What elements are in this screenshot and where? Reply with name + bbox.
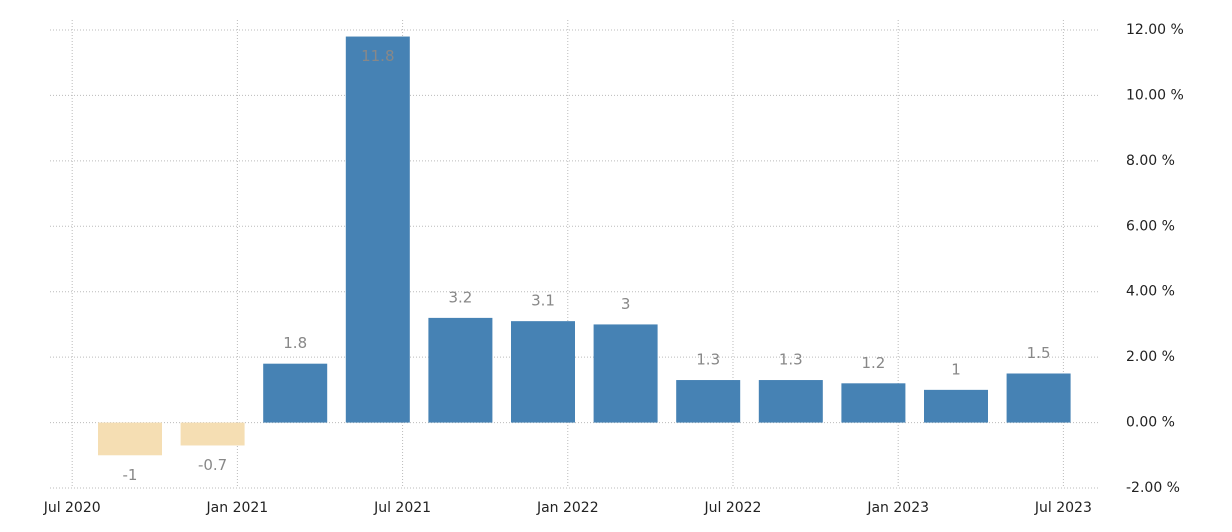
bar <box>1006 373 1071 423</box>
data-label: 1.3 <box>779 351 803 369</box>
data-label: -1 <box>123 466 138 484</box>
bar <box>428 317 493 423</box>
bar <box>924 389 988 423</box>
x-tick-label: Jan 2021 <box>206 500 269 516</box>
data-label: 1.3 <box>696 351 720 369</box>
x-tick-label: Jul 2023 <box>1034 500 1092 516</box>
bar <box>263 363 328 423</box>
data-label: 1 <box>951 360 961 378</box>
data-label: 1.5 <box>1027 344 1051 362</box>
y-tick-label: 0.00 % <box>1126 415 1175 431</box>
y-tick-label: 4.00 % <box>1126 284 1175 300</box>
x-tick-label: Jan 2023 <box>866 500 929 516</box>
bar <box>511 321 575 423</box>
y-tick-label: 8.00 % <box>1126 153 1175 169</box>
bar <box>758 380 823 423</box>
data-label: -0.7 <box>198 456 227 474</box>
x-tick-label: Jul 2021 <box>373 500 431 516</box>
x-tick-label: Jul 2022 <box>703 500 761 516</box>
x-tick-label: Jan 2022 <box>536 500 599 516</box>
y-tick-label: 10.00 % <box>1126 87 1184 103</box>
y-tick-label: 12.00 % <box>1126 22 1184 38</box>
data-label: 1.8 <box>283 334 307 352</box>
bar <box>593 324 658 423</box>
bar <box>98 422 162 456</box>
y-tick-label: 6.00 % <box>1126 218 1175 234</box>
data-label: 1.2 <box>861 354 885 372</box>
data-label: 3.1 <box>531 292 555 310</box>
bar <box>676 380 741 423</box>
data-label: 11.8 <box>361 47 394 65</box>
bar <box>841 383 906 423</box>
y-tick-label: -2.00 % <box>1126 480 1180 496</box>
bar <box>345 36 410 423</box>
data-label: 3.2 <box>448 288 472 306</box>
x-tick-label: Jul 2020 <box>43 500 101 516</box>
bar <box>180 422 245 446</box>
data-label: 3 <box>621 295 631 313</box>
y-tick-label: 2.00 % <box>1126 349 1175 365</box>
